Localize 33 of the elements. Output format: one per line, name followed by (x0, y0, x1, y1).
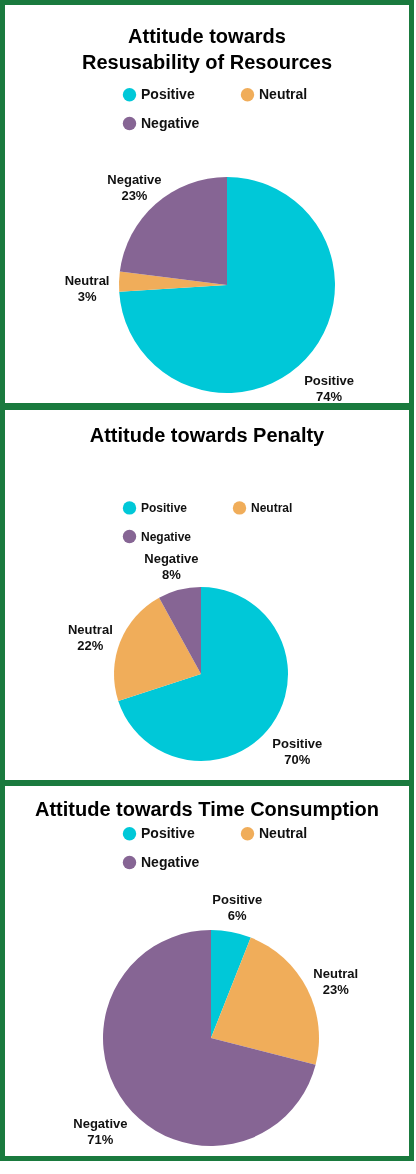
data-label: 3% (77, 288, 97, 304)
data-label: 8% (162, 566, 182, 582)
data-label: 71% (87, 1131, 114, 1147)
slice-label: Negative (144, 550, 199, 566)
legend-label: Positive (141, 500, 188, 515)
chart-title: Attitude towards Time Consumption (34, 798, 380, 820)
data-label: 23% (121, 187, 148, 203)
legend-label: Positive (141, 85, 195, 102)
data-label: 22% (77, 638, 104, 654)
chart-title: Attitude towards Resusability of Resources (81, 25, 333, 73)
legend-label: Negative (141, 529, 192, 544)
legend-label: Neutral (259, 824, 308, 841)
data-label: 23% (322, 982, 350, 998)
slice-label: Positive (272, 735, 323, 751)
pie-slice (211, 930, 251, 1038)
slice-label: Neutral (64, 272, 110, 288)
legend-label: Neutral (259, 85, 308, 102)
legend-label: Positive (141, 824, 195, 841)
pie-slice (114, 597, 201, 701)
slice-label: Neutral (313, 966, 359, 982)
slice-label: Positive (304, 372, 354, 388)
data-label: 6% (227, 908, 248, 924)
legend-label: Neutral (251, 500, 293, 515)
chart-title: Attitude towards Penalty (89, 424, 326, 446)
slice-label: Neutral (67, 622, 113, 638)
data-label: 70% (284, 751, 311, 767)
legend-label: Negative (141, 853, 200, 870)
slice-label: Negative (107, 171, 162, 187)
legend-label: Negative (141, 114, 200, 131)
pie-slice (159, 587, 201, 674)
data-label: 74% (316, 388, 343, 404)
slice-label: Positive (212, 892, 263, 908)
slice-label: Negative (73, 1115, 128, 1131)
